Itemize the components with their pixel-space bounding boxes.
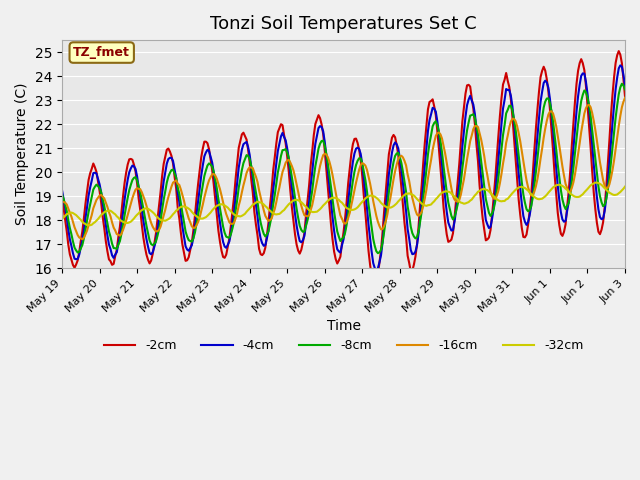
-8cm bbox=[412, 236, 419, 241]
Line: -16cm: -16cm bbox=[62, 98, 625, 239]
-4cm bbox=[554, 183, 561, 189]
-4cm bbox=[621, 82, 629, 88]
-16cm bbox=[399, 155, 407, 160]
Y-axis label: Soil Temperature (C): Soil Temperature (C) bbox=[15, 83, 29, 225]
-32cm bbox=[58, 216, 66, 222]
-4cm bbox=[616, 62, 624, 68]
-32cm bbox=[86, 222, 94, 228]
-16cm bbox=[74, 232, 81, 238]
Line: -32cm: -32cm bbox=[62, 182, 625, 225]
-2cm bbox=[399, 203, 407, 208]
-2cm bbox=[412, 253, 419, 259]
Line: -2cm: -2cm bbox=[62, 51, 625, 286]
-16cm bbox=[58, 199, 66, 205]
-2cm bbox=[621, 94, 629, 99]
-32cm bbox=[74, 214, 81, 219]
-16cm bbox=[554, 133, 561, 139]
-32cm bbox=[554, 182, 561, 188]
-16cm bbox=[621, 95, 629, 101]
-32cm bbox=[412, 194, 419, 200]
Line: -8cm: -8cm bbox=[62, 84, 625, 253]
Legend: -2cm, -4cm, -8cm, -16cm, -32cm: -2cm, -4cm, -8cm, -16cm, -32cm bbox=[99, 335, 588, 358]
-2cm bbox=[163, 147, 171, 153]
-4cm bbox=[372, 267, 380, 273]
-4cm bbox=[380, 223, 388, 228]
-2cm bbox=[371, 283, 379, 288]
-16cm bbox=[164, 194, 172, 200]
-32cm bbox=[399, 193, 407, 199]
-8cm bbox=[618, 81, 626, 86]
-4cm bbox=[412, 249, 419, 254]
-32cm bbox=[593, 180, 601, 185]
Title: Tonzi Soil Temperatures Set C: Tonzi Soil Temperatures Set C bbox=[210, 15, 477, 33]
-4cm bbox=[74, 256, 81, 262]
-8cm bbox=[554, 162, 561, 168]
-16cm bbox=[79, 236, 86, 242]
X-axis label: Time: Time bbox=[326, 319, 360, 333]
-16cm bbox=[380, 223, 388, 229]
-8cm bbox=[74, 250, 81, 255]
-8cm bbox=[380, 228, 388, 234]
Text: TZ_fmet: TZ_fmet bbox=[74, 46, 130, 59]
Line: -4cm: -4cm bbox=[62, 65, 625, 270]
-2cm bbox=[380, 208, 388, 214]
-8cm bbox=[374, 250, 381, 256]
-4cm bbox=[58, 187, 66, 193]
-16cm bbox=[412, 207, 419, 213]
-2cm bbox=[615, 48, 623, 54]
-2cm bbox=[58, 193, 66, 199]
-8cm bbox=[399, 169, 407, 175]
-4cm bbox=[163, 161, 171, 167]
-4cm bbox=[399, 181, 407, 187]
-32cm bbox=[380, 203, 388, 208]
-2cm bbox=[74, 258, 81, 264]
-2cm bbox=[554, 210, 561, 216]
-32cm bbox=[621, 184, 629, 190]
-8cm bbox=[163, 180, 171, 185]
-8cm bbox=[58, 192, 66, 197]
-8cm bbox=[621, 86, 629, 92]
-32cm bbox=[164, 216, 172, 222]
